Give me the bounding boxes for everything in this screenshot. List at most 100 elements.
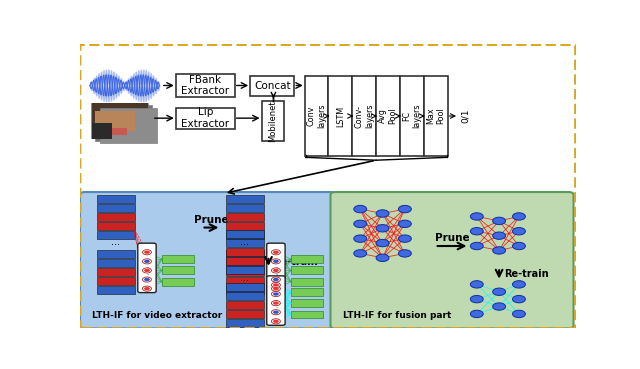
Text: Avg
Pool: Avg Pool: [378, 108, 397, 124]
Circle shape: [399, 220, 412, 228]
Circle shape: [470, 296, 483, 303]
Bar: [227, 319, 264, 327]
Text: FC
layers: FC layers: [402, 104, 422, 128]
FancyBboxPatch shape: [330, 192, 573, 328]
Bar: [227, 230, 264, 238]
Bar: [97, 128, 127, 135]
Circle shape: [354, 235, 367, 242]
Circle shape: [470, 213, 483, 220]
Bar: [97, 250, 134, 258]
Circle shape: [271, 286, 280, 291]
Text: Mobilenet: Mobilenet: [268, 100, 278, 142]
Text: LTH-IF for fusion part: LTH-IF for fusion part: [343, 311, 451, 320]
Circle shape: [493, 303, 506, 310]
Bar: [291, 299, 323, 307]
Circle shape: [271, 259, 280, 264]
Circle shape: [493, 232, 506, 239]
Bar: [227, 231, 264, 239]
Circle shape: [493, 288, 506, 296]
Circle shape: [273, 287, 279, 290]
Bar: [227, 258, 264, 265]
Bar: [97, 204, 134, 212]
Circle shape: [513, 242, 525, 250]
Bar: [227, 213, 264, 221]
Circle shape: [376, 210, 389, 217]
Circle shape: [143, 259, 152, 264]
Bar: [97, 286, 134, 294]
Bar: [92, 123, 112, 139]
Circle shape: [271, 282, 280, 287]
Circle shape: [271, 292, 280, 297]
Text: ·
·
·: · · ·: [146, 258, 148, 278]
Text: ···: ···: [240, 240, 249, 250]
Text: FBank
Extractor: FBank Extractor: [181, 75, 229, 96]
Bar: [291, 278, 323, 286]
FancyBboxPatch shape: [176, 73, 235, 97]
Text: LTH-IF for video extractor: LTH-IF for video extractor: [92, 311, 223, 320]
Circle shape: [376, 254, 389, 262]
Circle shape: [470, 228, 483, 235]
Circle shape: [144, 278, 150, 281]
Text: 0/1: 0/1: [460, 109, 469, 123]
Text: ···: ···: [111, 240, 120, 250]
Text: LSTM: LSTM: [336, 106, 345, 127]
Bar: [227, 286, 264, 294]
Text: Prune: Prune: [194, 215, 228, 225]
Bar: [162, 278, 194, 286]
Bar: [227, 277, 264, 285]
Circle shape: [399, 206, 412, 213]
Bar: [227, 283, 264, 291]
Text: Re-train: Re-train: [273, 258, 318, 268]
Circle shape: [513, 296, 525, 303]
Bar: [95, 111, 134, 131]
Text: ·
·
·: · · ·: [275, 291, 277, 311]
Bar: [227, 222, 264, 230]
Bar: [291, 266, 323, 275]
Text: Lip
Extractor: Lip Extractor: [181, 107, 229, 129]
Circle shape: [354, 206, 367, 213]
Text: ·
·
·: · · ·: [275, 258, 277, 278]
Text: Prune: Prune: [435, 232, 469, 242]
Circle shape: [143, 286, 152, 291]
Circle shape: [144, 269, 150, 272]
Text: Re-train: Re-train: [504, 269, 549, 279]
Bar: [227, 310, 264, 318]
Circle shape: [399, 235, 412, 242]
Circle shape: [470, 310, 483, 318]
Bar: [291, 255, 323, 263]
Circle shape: [271, 268, 280, 273]
FancyBboxPatch shape: [328, 76, 352, 156]
Circle shape: [470, 242, 483, 250]
Circle shape: [271, 319, 280, 324]
FancyBboxPatch shape: [138, 243, 156, 293]
Text: Conv
layers: Conv layers: [307, 104, 326, 128]
Circle shape: [513, 213, 525, 220]
Bar: [97, 268, 134, 276]
Bar: [291, 288, 323, 296]
Text: Concat: Concat: [254, 81, 291, 91]
Bar: [227, 259, 264, 267]
Circle shape: [143, 268, 152, 273]
Circle shape: [273, 283, 279, 287]
Bar: [227, 266, 264, 275]
Bar: [227, 248, 264, 256]
Bar: [227, 301, 264, 309]
Circle shape: [376, 225, 389, 232]
Circle shape: [144, 251, 150, 254]
Circle shape: [271, 277, 280, 282]
Circle shape: [493, 247, 506, 254]
Circle shape: [273, 311, 279, 314]
Circle shape: [144, 260, 150, 263]
FancyBboxPatch shape: [267, 276, 285, 325]
Circle shape: [273, 301, 279, 305]
Circle shape: [513, 228, 525, 235]
Bar: [92, 103, 148, 138]
Circle shape: [354, 220, 367, 228]
FancyBboxPatch shape: [267, 243, 285, 293]
Bar: [97, 194, 134, 203]
Circle shape: [144, 287, 150, 290]
Bar: [97, 231, 134, 239]
Bar: [100, 108, 157, 143]
Text: Conv-
layers: Conv- layers: [355, 104, 374, 128]
Circle shape: [273, 269, 279, 272]
